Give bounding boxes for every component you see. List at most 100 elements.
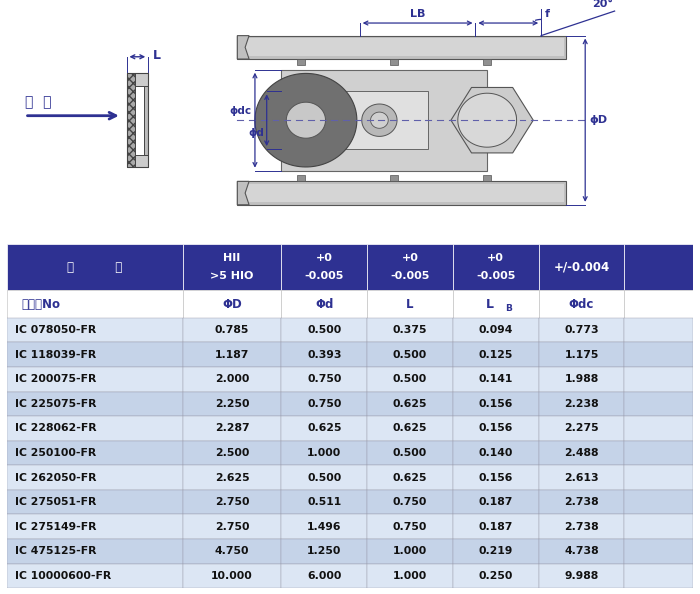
Text: +0: +0: [316, 252, 332, 263]
Bar: [7, 343, 183, 367]
Text: 0.511: 0.511: [307, 497, 342, 507]
Bar: [239, 39, 564, 56]
Bar: [624, 416, 693, 441]
Text: IC 200075-FR: IC 200075-FR: [15, 374, 97, 384]
Text: 4.750: 4.750: [215, 546, 249, 556]
Text: 0.625: 0.625: [307, 424, 342, 434]
Bar: [539, 539, 624, 564]
Bar: [183, 343, 281, 367]
Text: 2.287: 2.287: [215, 424, 249, 434]
Bar: [539, 244, 624, 290]
Bar: [7, 416, 183, 441]
Bar: [624, 367, 693, 391]
Text: ϕD: ϕD: [589, 115, 607, 125]
Bar: [453, 244, 539, 290]
Text: 0.500: 0.500: [393, 350, 427, 360]
Bar: [453, 465, 539, 490]
Text: 1.000: 1.000: [393, 546, 427, 556]
Text: 2.750: 2.750: [215, 497, 249, 507]
Bar: [281, 70, 487, 170]
Polygon shape: [237, 36, 249, 59]
Text: IC 225075-FR: IC 225075-FR: [15, 399, 97, 409]
Bar: [281, 539, 367, 564]
Bar: [624, 244, 693, 290]
Text: f: f: [545, 10, 550, 20]
Text: IC 275149-FR: IC 275149-FR: [15, 522, 97, 532]
Bar: [367, 343, 453, 367]
Polygon shape: [286, 102, 326, 138]
Bar: [135, 73, 148, 86]
Text: 0.625: 0.625: [393, 399, 427, 409]
Text: 4.738: 4.738: [564, 546, 598, 556]
Bar: [7, 465, 183, 490]
Bar: [624, 441, 693, 465]
Bar: [453, 391, 539, 416]
Bar: [539, 391, 624, 416]
Text: 0.393: 0.393: [307, 350, 342, 360]
Text: 0.750: 0.750: [307, 399, 342, 409]
Text: 0.156: 0.156: [479, 399, 513, 409]
Bar: [624, 343, 693, 367]
Bar: [183, 244, 281, 290]
Bar: [7, 441, 183, 465]
Text: 2.500: 2.500: [215, 448, 249, 458]
Text: 10.000: 10.000: [211, 571, 253, 581]
Bar: [281, 416, 367, 441]
Polygon shape: [362, 104, 397, 137]
Text: >5 HIO: >5 HIO: [211, 271, 254, 281]
Bar: [135, 155, 148, 168]
Text: 2.275: 2.275: [564, 424, 598, 434]
Bar: [281, 91, 428, 149]
Text: 2.488: 2.488: [564, 448, 598, 458]
Text: 2.750: 2.750: [215, 522, 249, 532]
Text: 0.750: 0.750: [307, 374, 342, 384]
Bar: [7, 290, 183, 318]
Text: 2.738: 2.738: [564, 497, 598, 507]
Polygon shape: [370, 112, 388, 128]
Bar: [624, 514, 693, 539]
Text: 0.750: 0.750: [393, 522, 427, 532]
Bar: [367, 441, 453, 465]
Text: 0.250: 0.250: [479, 571, 513, 581]
Bar: [281, 465, 367, 490]
Bar: [183, 465, 281, 490]
Bar: [7, 244, 183, 290]
Bar: [144, 86, 148, 155]
Text: 0.141: 0.141: [479, 374, 513, 384]
Text: 0.500: 0.500: [393, 374, 427, 384]
Text: 订货号No: 订货号No: [21, 298, 60, 311]
Bar: [367, 514, 453, 539]
Text: 2.738: 2.738: [564, 522, 598, 532]
Bar: [239, 184, 564, 202]
Bar: [453, 564, 539, 588]
Text: 压  力: 压 力: [25, 95, 51, 109]
Text: 1.000: 1.000: [393, 571, 427, 581]
Text: IC 228062-FR: IC 228062-FR: [15, 424, 97, 434]
Bar: [453, 441, 539, 465]
Text: 2.625: 2.625: [215, 473, 249, 482]
Bar: [453, 539, 539, 564]
Text: -0.005: -0.005: [304, 271, 344, 281]
Text: IC 078050-FR: IC 078050-FR: [15, 325, 97, 335]
Text: 0.625: 0.625: [393, 424, 427, 434]
Text: IC 475125-FR: IC 475125-FR: [15, 546, 97, 556]
Bar: [281, 367, 367, 391]
Text: 2.613: 2.613: [564, 473, 598, 482]
Bar: [624, 564, 693, 588]
Polygon shape: [255, 74, 357, 167]
Bar: [7, 367, 183, 391]
Text: ΦD: ΦD: [222, 298, 242, 311]
Bar: [539, 367, 624, 391]
Bar: [624, 318, 693, 343]
Text: IC 275051-FR: IC 275051-FR: [15, 497, 97, 507]
Text: 英          制: 英 制: [67, 261, 122, 274]
Bar: [367, 490, 453, 514]
Text: -0.005: -0.005: [476, 271, 515, 281]
Text: L: L: [153, 49, 161, 62]
Bar: [183, 514, 281, 539]
Text: 0.140: 0.140: [479, 448, 513, 458]
Text: 0.187: 0.187: [479, 497, 513, 507]
Bar: [7, 391, 183, 416]
Text: +0: +0: [402, 252, 419, 263]
Bar: [367, 367, 453, 391]
